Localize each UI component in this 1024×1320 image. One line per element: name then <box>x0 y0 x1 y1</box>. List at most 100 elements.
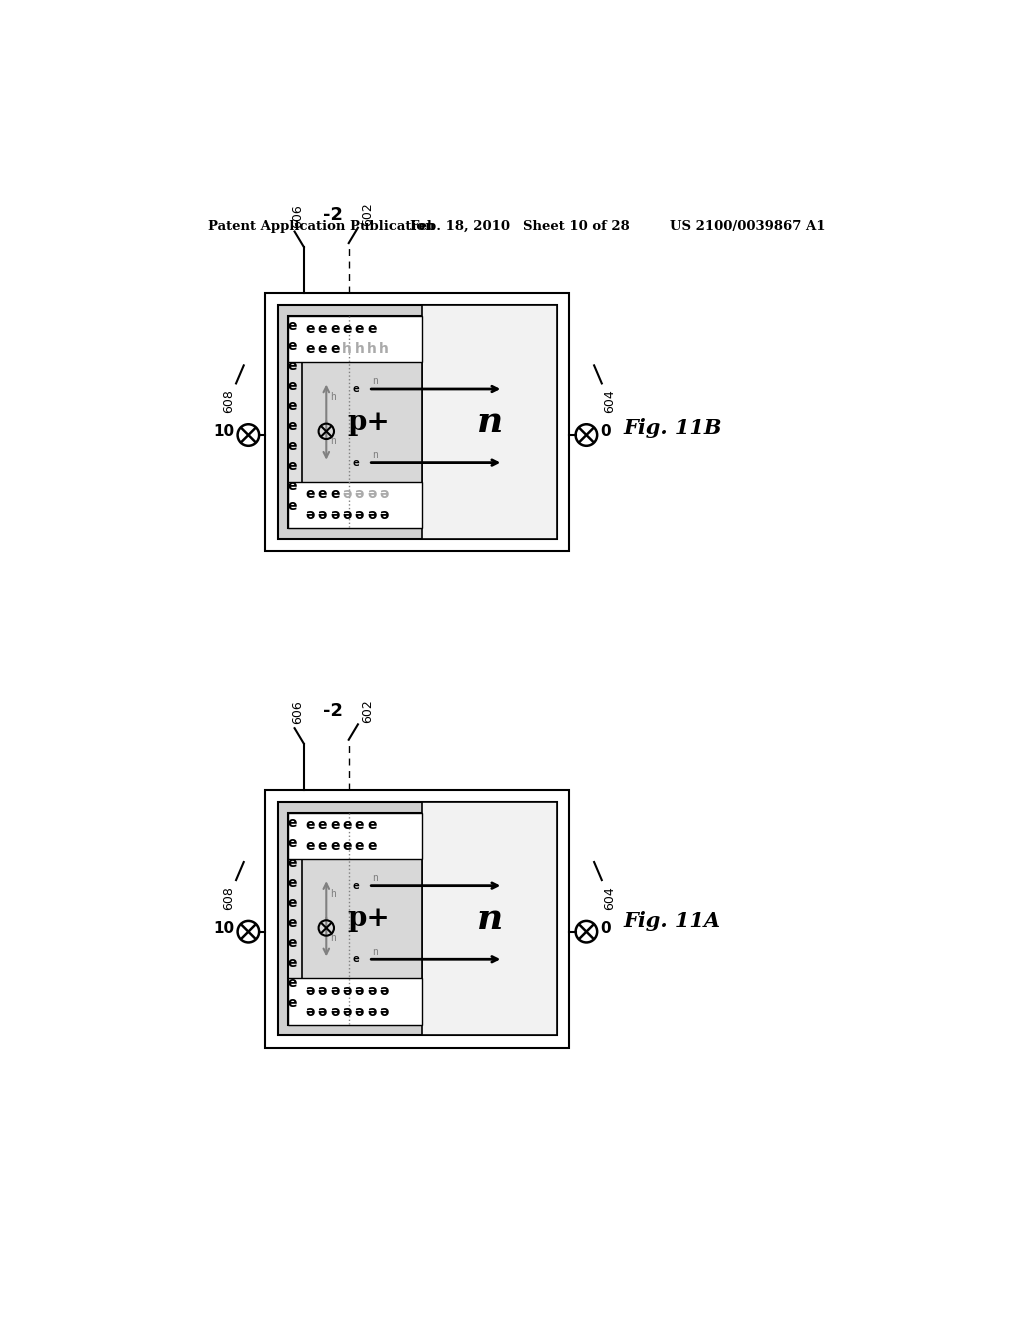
Text: n: n <box>372 376 378 387</box>
Text: 0: 0 <box>600 425 611 440</box>
Text: e: e <box>330 322 340 335</box>
Bar <box>278 803 557 1035</box>
Text: ǝ: ǝ <box>317 508 327 521</box>
Text: e: e <box>317 818 328 832</box>
Text: e: e <box>288 459 297 474</box>
Text: ǝ: ǝ <box>342 983 351 998</box>
Text: e: e <box>288 855 297 870</box>
Text: Patent Application Publication: Patent Application Publication <box>208 220 434 234</box>
Text: ǝ: ǝ <box>354 508 364 521</box>
Text: ǝ: ǝ <box>379 487 389 502</box>
Text: e: e <box>288 499 297 513</box>
Text: ǝ: ǝ <box>342 508 351 521</box>
Text: e: e <box>352 954 359 965</box>
Text: ǝ: ǝ <box>330 983 339 998</box>
Text: e: e <box>288 359 297 374</box>
Bar <box>265 789 569 1048</box>
Text: 608: 608 <box>222 389 234 413</box>
Text: e: e <box>288 479 297 494</box>
Text: h: h <box>330 888 336 899</box>
Text: 606: 606 <box>291 205 304 227</box>
Text: e: e <box>317 342 328 356</box>
Text: -2: -2 <box>323 702 343 721</box>
Text: e: e <box>288 400 297 413</box>
Text: e: e <box>305 342 314 356</box>
Text: n: n <box>372 450 378 459</box>
Text: e: e <box>354 840 365 853</box>
Bar <box>289 317 547 528</box>
Text: h: h <box>367 342 377 356</box>
Text: e: e <box>367 322 377 335</box>
Text: h: h <box>354 342 365 356</box>
Text: ǝ: ǝ <box>330 508 339 521</box>
Text: e: e <box>367 818 377 832</box>
Text: e: e <box>352 458 359 467</box>
Text: ǝ: ǝ <box>305 508 314 521</box>
Text: e: e <box>330 487 340 502</box>
Text: e: e <box>330 818 340 832</box>
Text: e: e <box>288 916 297 931</box>
Text: e: e <box>352 384 359 393</box>
Text: 602: 602 <box>361 202 374 226</box>
Text: n: n <box>476 405 503 440</box>
Text: ǝ: ǝ <box>367 508 377 521</box>
Text: ǝ: ǝ <box>367 983 377 998</box>
Text: e: e <box>288 975 297 990</box>
Text: h: h <box>379 342 389 356</box>
Text: n: n <box>476 902 503 936</box>
Text: ǝ: ǝ <box>367 487 377 502</box>
Text: e: e <box>305 487 314 502</box>
Text: -2: -2 <box>323 206 343 224</box>
Text: e: e <box>288 997 297 1010</box>
Text: 604: 604 <box>603 886 616 909</box>
Text: e: e <box>288 936 297 950</box>
Text: e: e <box>317 487 328 502</box>
Text: 10: 10 <box>213 425 234 440</box>
Bar <box>289 317 422 363</box>
Text: ǝ: ǝ <box>354 983 364 998</box>
Text: p+: p+ <box>347 906 390 932</box>
Text: e: e <box>288 836 297 850</box>
Text: ǝ: ǝ <box>367 1005 377 1019</box>
Text: e: e <box>288 816 297 830</box>
Text: Feb. 18, 2010: Feb. 18, 2010 <box>410 220 510 234</box>
Text: e: e <box>367 840 377 853</box>
Text: e: e <box>288 440 297 453</box>
Text: ǝ: ǝ <box>305 983 314 998</box>
Bar <box>422 803 557 1035</box>
Text: h: h <box>330 436 336 446</box>
Text: h: h <box>330 392 336 403</box>
Text: e: e <box>352 880 359 891</box>
Text: ǝ: ǝ <box>330 1005 339 1019</box>
Text: e: e <box>342 818 352 832</box>
Bar <box>302 826 422 1011</box>
Text: e: e <box>288 896 297 909</box>
Text: e: e <box>305 818 314 832</box>
Text: ǝ: ǝ <box>379 508 389 521</box>
Text: h: h <box>330 933 336 942</box>
Text: e: e <box>288 339 297 354</box>
Text: n: n <box>372 946 378 957</box>
Text: 602: 602 <box>361 700 374 723</box>
Text: ǝ: ǝ <box>354 1005 364 1019</box>
Text: e: e <box>354 322 365 335</box>
Text: ǝ: ǝ <box>379 983 389 998</box>
Text: h: h <box>342 342 352 356</box>
Text: 608: 608 <box>222 886 234 909</box>
Text: ǝ: ǝ <box>379 1005 389 1019</box>
Text: e: e <box>330 840 340 853</box>
Text: e: e <box>330 342 340 356</box>
Text: ǝ: ǝ <box>317 983 327 998</box>
Text: e: e <box>288 420 297 433</box>
Bar <box>265 293 569 552</box>
Text: e: e <box>305 840 314 853</box>
Bar <box>289 813 547 1024</box>
Text: e: e <box>342 840 352 853</box>
Text: e: e <box>317 322 328 335</box>
Text: ǝ: ǝ <box>342 487 351 502</box>
Text: ǝ: ǝ <box>317 1005 327 1019</box>
Text: Fig. 11B: Fig. 11B <box>624 418 722 438</box>
Text: 10: 10 <box>213 921 234 936</box>
Text: 604: 604 <box>603 389 616 413</box>
Text: p+: p+ <box>347 409 390 436</box>
